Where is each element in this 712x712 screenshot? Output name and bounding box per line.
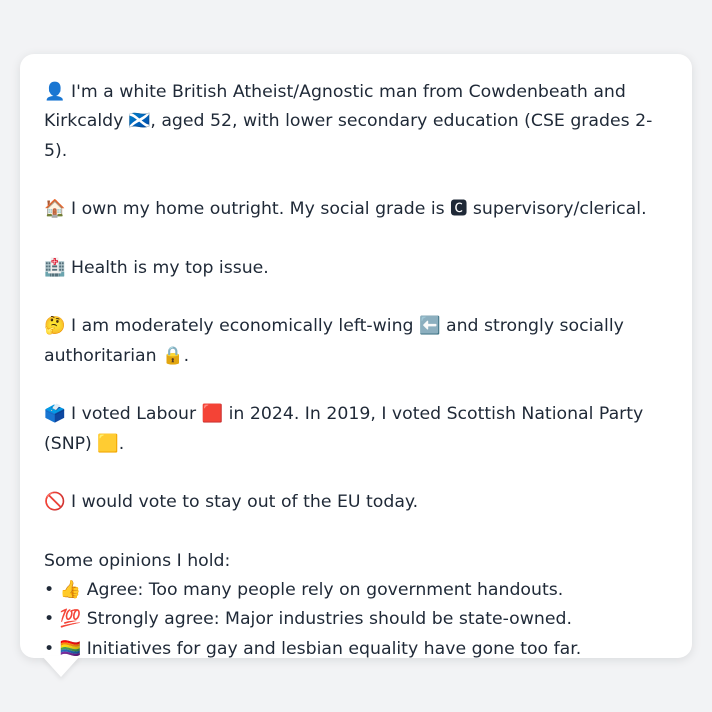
ideology-text: 🤔 I am moderately economically left-wing… xyxy=(44,316,624,366)
opinion-item: • 💯 Strongly agree: Major industries sho… xyxy=(44,609,572,630)
message-bubble: 👤 I'm a white British Atheist/Agnostic m… xyxy=(20,54,692,659)
bubble-tail xyxy=(42,656,80,677)
opinions-list: • 👍 Agree: Too many people rely on gover… xyxy=(44,576,668,664)
voting-history-text: 🗳️ I voted Labour 🟥 in 2024. In 2019, I … xyxy=(44,404,644,454)
identity-text: 👤 I'm a white British Atheist/Agnostic m… xyxy=(44,82,653,161)
eu-stance-text: 🚫 I would vote to stay out of the EU tod… xyxy=(44,492,419,513)
opinions-heading: Some opinions I hold: xyxy=(44,550,231,571)
opinion-item: • 🏳️‍🌈 Initiatives for gay and lesbian e… xyxy=(44,638,582,659)
top-issue-text: 🏥 Health is my top issue. xyxy=(44,257,269,278)
home-text: 🏠 I own my home outright. My social grad… xyxy=(44,199,647,220)
opinion-item: • 👍 Agree: Too many people rely on gover… xyxy=(44,580,564,601)
